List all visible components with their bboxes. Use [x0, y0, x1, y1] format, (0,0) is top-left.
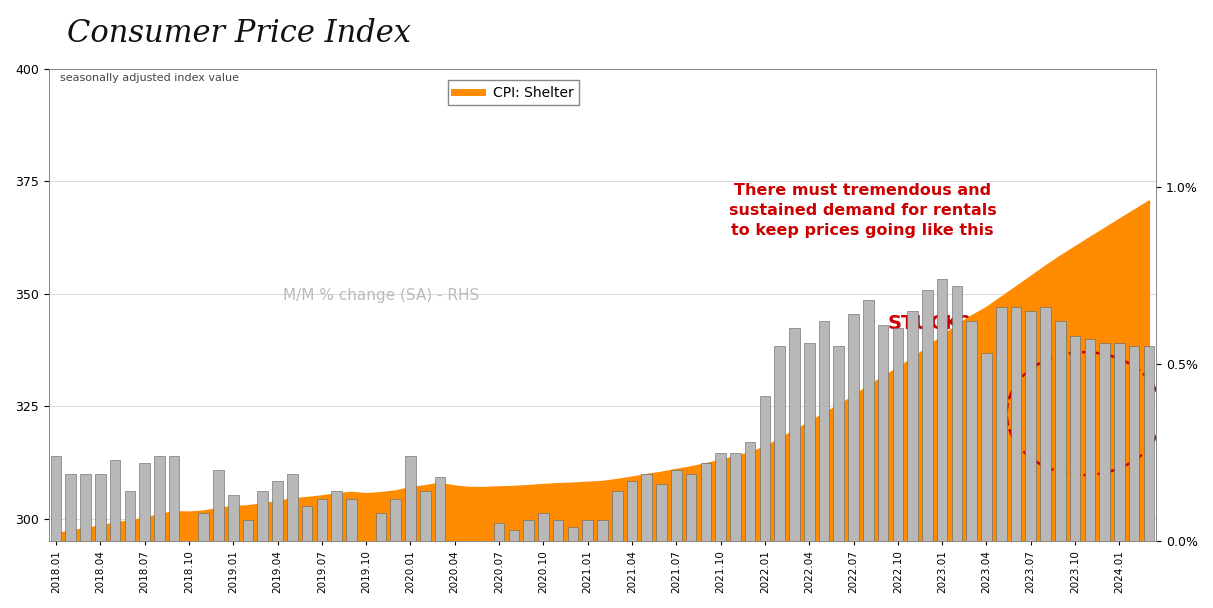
Text: Consumer Price Index: Consumer Price Index [67, 18, 411, 49]
Bar [656, 485, 667, 541]
Bar [66, 474, 76, 541]
Bar [523, 520, 534, 541]
Bar [154, 456, 165, 541]
Bar [51, 456, 62, 541]
Bar [922, 289, 933, 541]
Bar [1055, 322, 1065, 541]
Bar [642, 474, 653, 541]
Bar [685, 474, 696, 541]
Bar [539, 513, 548, 541]
Bar [272, 481, 283, 541]
Bar [465, 541, 474, 576]
Bar [730, 452, 741, 541]
Bar [302, 506, 313, 541]
Bar [790, 328, 799, 541]
Bar [774, 346, 785, 541]
Bar [257, 491, 268, 541]
Bar [1084, 339, 1095, 541]
Bar [804, 343, 814, 541]
Bar [862, 300, 873, 541]
Bar [80, 474, 91, 541]
Bar [391, 499, 402, 541]
Bar [317, 499, 328, 541]
Bar [331, 491, 342, 541]
Bar [199, 513, 209, 541]
Bar [1010, 307, 1021, 541]
Bar [1025, 311, 1036, 541]
Bar [848, 314, 859, 541]
Legend: CPI: Shelter: CPI: Shelter [449, 80, 579, 105]
Bar [967, 322, 976, 541]
Bar [479, 541, 490, 545]
Bar [109, 460, 120, 541]
Bar [360, 541, 371, 576]
Bar [819, 322, 830, 541]
Bar [376, 513, 386, 541]
Bar [450, 541, 460, 608]
Bar [228, 495, 239, 541]
Bar [878, 325, 888, 541]
Bar [996, 307, 1007, 541]
Bar [582, 520, 593, 541]
Bar [553, 520, 564, 541]
Bar [936, 279, 947, 541]
Bar [183, 541, 194, 555]
Bar [213, 470, 223, 541]
Text: There must tremendous and
sustained demand for rentals
to keep prices going like: There must tremendous and sustained dema… [729, 183, 997, 238]
Bar [1129, 346, 1139, 541]
Text: seasonally adjusted index value: seasonally adjusted index value [59, 74, 239, 83]
Bar [700, 463, 711, 541]
Bar [139, 463, 150, 541]
Text: STUCK?: STUCK? [887, 314, 972, 333]
Bar [494, 523, 505, 541]
Bar [745, 442, 756, 541]
Bar [420, 491, 431, 541]
Bar [568, 527, 579, 541]
Bar [759, 396, 770, 541]
Bar [597, 520, 608, 541]
Bar [1070, 336, 1081, 541]
Bar [611, 491, 622, 541]
Bar [833, 346, 844, 541]
Bar [893, 328, 904, 541]
Bar [169, 456, 180, 541]
Bar [243, 520, 254, 541]
Bar [1041, 307, 1050, 541]
Bar [716, 452, 725, 541]
Bar [405, 456, 416, 541]
Bar [434, 477, 445, 541]
Bar [1114, 343, 1124, 541]
Text: M/M % change (SA) - RHS: M/M % change (SA) - RHS [283, 288, 479, 303]
Bar [508, 530, 519, 541]
Bar [951, 286, 962, 541]
Bar [907, 311, 918, 541]
Bar [346, 499, 357, 541]
Bar [125, 491, 135, 541]
Bar [1099, 343, 1110, 541]
Bar [95, 474, 106, 541]
Bar [981, 353, 992, 541]
Bar [287, 474, 297, 541]
Bar [627, 481, 637, 541]
Bar [1144, 346, 1155, 541]
Bar [671, 470, 682, 541]
